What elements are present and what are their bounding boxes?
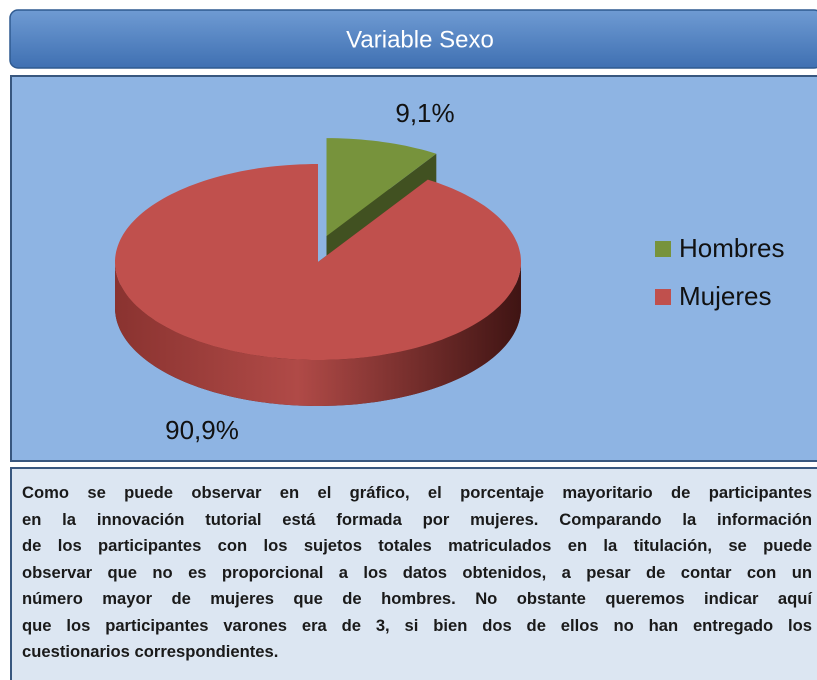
description-line: cuestionarios correspondientes.: [22, 642, 279, 661]
legend-label: Hombres: [679, 233, 784, 263]
description-line: número mayor de mujeres que de hombres. …: [22, 589, 812, 608]
chart-title: Variable Sexo: [346, 26, 494, 53]
description-line: en la innovación tutorial está formada p…: [22, 509, 812, 529]
description-line: de los participantes con los sujetos tot…: [22, 536, 812, 555]
description: Como se puede observar en el gráfico, el…: [22, 480, 812, 666]
description-line: Como se puede observar en el gráfico, el…: [22, 483, 812, 502]
description-line: que los participantes varones era de 3, …: [22, 615, 812, 635]
legend-swatch: [655, 289, 671, 305]
description-line: observar que no es proporcional a los da…: [22, 562, 812, 582]
pie-slice: [326, 138, 437, 237]
header-bar: [9, 9, 817, 69]
legend-label: Mujeres: [679, 281, 771, 311]
pie-slice: [115, 164, 521, 360]
slice-wall: [115, 262, 521, 406]
data-label: 9,1%: [395, 98, 454, 128]
text-panel: [10, 467, 817, 680]
legend-swatch: [655, 241, 671, 257]
data-label: 90,9%: [165, 415, 239, 445]
